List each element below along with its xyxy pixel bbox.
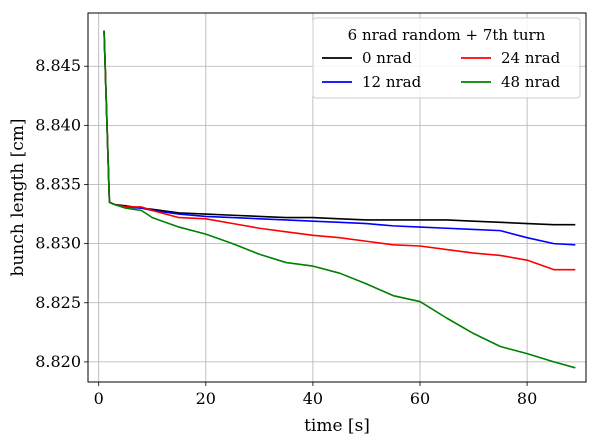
y-tick-label: 8.840 — [35, 115, 81, 134]
legend-entry-label: 24 nrad — [501, 49, 561, 67]
y-tick-label: 8.845 — [35, 56, 81, 75]
x-tick-label: 60 — [410, 389, 430, 408]
x-tick-label: 0 — [94, 389, 104, 408]
x-tick-label: 80 — [517, 389, 537, 408]
legend-entry-label: 48 nrad — [501, 73, 561, 91]
x-axis-label: time [s] — [304, 416, 370, 436]
legend: 6 nrad random + 7th turn 0 nrad 12 nrad 24… — [312, 17, 581, 99]
y-tick-label: 8.820 — [35, 352, 81, 371]
plot-frame — [87, 12, 587, 383]
legend-title: 6 nrad random + 7th turn — [348, 26, 546, 44]
legend-entry-label: 0 nrad — [362, 49, 412, 67]
legend-entry-label: 12 nrad — [362, 73, 422, 91]
y-tick-label: 8.835 — [35, 174, 81, 193]
y-tick-label: 8.830 — [35, 234, 81, 253]
series-line-24-nrad — [103, 30, 576, 271]
x-tick-label: 40 — [303, 389, 323, 408]
legend-box — [312, 17, 581, 99]
legend-items: 0 nrad 12 nrad 24 nrad 48 nrad — [322, 49, 561, 91]
y-axis-label: bunch length [cm] — [8, 118, 28, 276]
x-tick-label: 20 — [196, 389, 216, 408]
y-tick-label: 8.825 — [35, 293, 81, 312]
series-line-48-nrad — [103, 30, 576, 369]
axis-ticks: 0 20 40 60 80 8.820 8.825 8.830 8.835 8.840 8.845 — [35, 56, 537, 408]
series-lines — [103, 30, 576, 369]
